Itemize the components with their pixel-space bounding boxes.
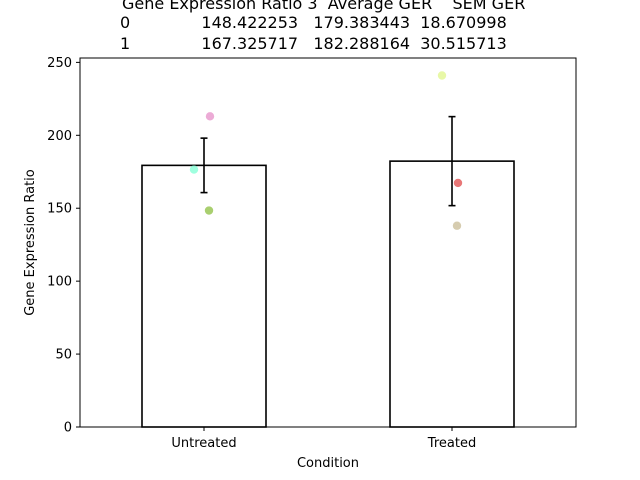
chart-title: Gene Expression Ratio 3 Average GER SEM …: [120, 0, 525, 53]
error-bars-layer: [200, 115, 456, 207]
title-line-row-1: 1 167.325717 182.288164 30.515713: [120, 34, 507, 53]
points-layer: [189, 71, 463, 230]
error-bar-treated: [448, 115, 456, 207]
data-point-untreated-1: [205, 112, 215, 121]
y-tick-label-100: 100: [47, 275, 72, 290]
y-axis-label: Gene Expression Ratio: [23, 169, 38, 316]
data-point-untreated-0: [189, 165, 199, 174]
bars-layer: [141, 160, 515, 428]
x-axis-ticks: Untreated Treated: [171, 427, 476, 451]
x-axis-label: Condition: [297, 456, 359, 471]
title-line-row-0: 0 148.422253 179.383443 18.670998: [120, 13, 507, 32]
y-tick-label-0: 0: [64, 421, 72, 436]
data-point-treated-2: [452, 221, 462, 230]
error-bar-untreated: [200, 137, 208, 194]
x-tick-label-untreated: Untreated: [171, 436, 236, 451]
plot-area-frame: [79, 57, 577, 428]
data-point-treated-0: [437, 71, 447, 80]
y-tick-label-50: 50: [55, 348, 72, 363]
x-tick-label-treated: Treated: [427, 436, 476, 451]
data-point-untreated-2: [204, 206, 214, 215]
y-tick-label-150: 150: [47, 202, 72, 217]
data-point-treated-1: [453, 178, 463, 188]
y-tick-label-250: 250: [47, 56, 72, 71]
bar-untreated: [141, 164, 267, 428]
y-tick-label-200: 200: [47, 129, 72, 144]
y-axis-ticks: 0 50 100 150 200 250: [47, 56, 80, 436]
title-line-header: Gene Expression Ratio 3 Average GER SEM …: [122, 0, 525, 13]
